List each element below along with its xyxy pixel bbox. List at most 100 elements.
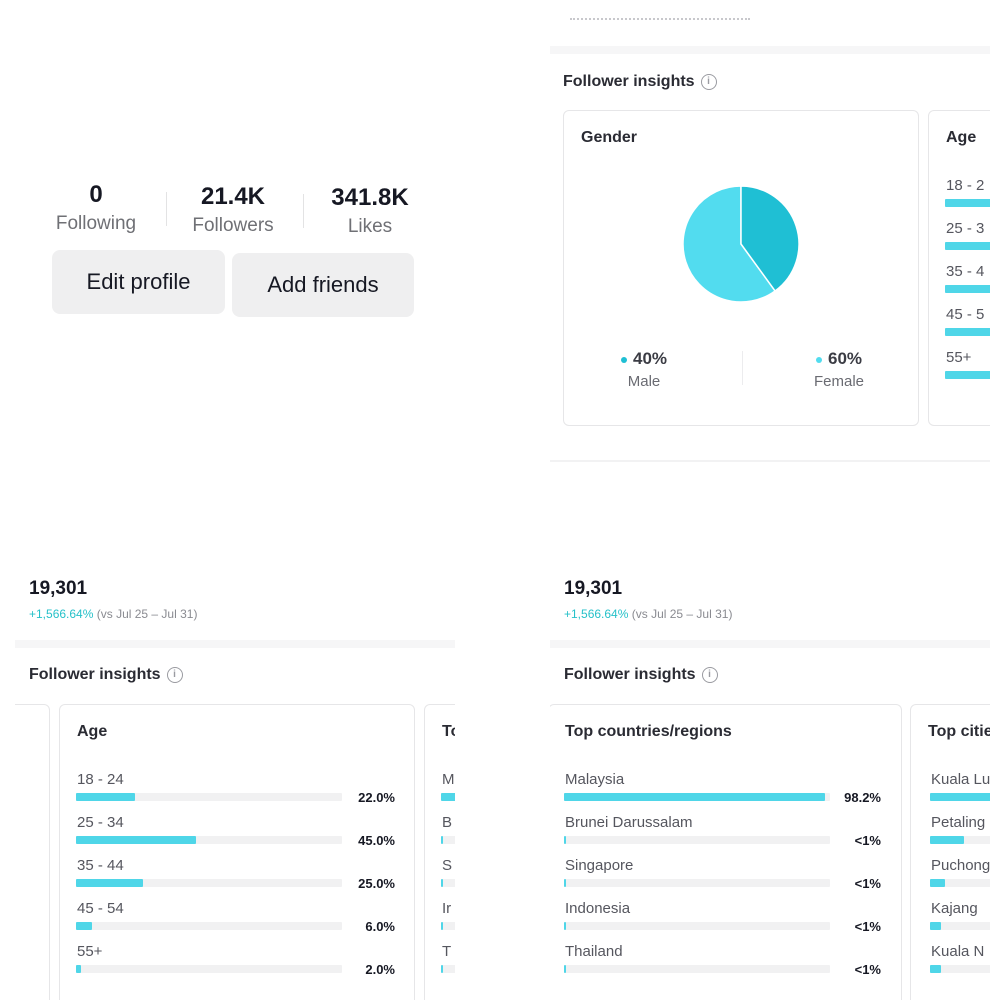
age-row-value: 2.0% (365, 962, 395, 977)
age-partial-row-bar-track (945, 371, 990, 379)
country-partial-row-label: M (442, 771, 455, 788)
change-value: +1,566.64% (29, 607, 94, 621)
age-partial-row-bar-fill (945, 328, 990, 336)
country-partial-row-bar-track (441, 793, 455, 801)
country-partial-row-bar-fill (441, 793, 455, 801)
female-slice (682, 185, 777, 303)
truncated-content (570, 18, 750, 22)
male-legend: 40% Male (589, 349, 699, 390)
male-value: 40% (632, 349, 668, 368)
country-partial-row-bar-fill (441, 965, 443, 973)
city-row-bar-track (930, 793, 990, 801)
age-row-bar-fill (76, 965, 81, 973)
country-row-value: <1% (854, 833, 881, 848)
city-row-bar-fill (930, 793, 990, 801)
age-row-label: 45 - 54 (77, 900, 124, 917)
following-stat[interactable]: 0 Following (36, 181, 156, 235)
country-row-bar-track (564, 793, 830, 801)
country-partial-row-label: T (442, 943, 452, 960)
city-row-label: Kuala Lu (931, 771, 990, 788)
country-row-value: <1% (854, 962, 881, 977)
age-partial-row-label: 55+ (946, 349, 972, 366)
gender-card-partial (15, 704, 50, 1000)
gender-pie-chart (682, 185, 800, 303)
country-partial-row-bar-fill (441, 879, 443, 887)
country-partial-row-bar-fill (441, 922, 443, 930)
insights-title: Follower insights (29, 666, 161, 683)
info-icon[interactable]: i (701, 667, 718, 683)
city-row-label: Puchong (931, 857, 990, 874)
followers-total: 19,301 (29, 578, 88, 599)
likes-stat[interactable]: 341.8K Likes (310, 184, 430, 238)
age-partial-row-label: 25 - 3 (946, 220, 985, 237)
stat-divider (303, 194, 304, 228)
legend-divider (742, 351, 743, 385)
insights-title: Follower insights (564, 666, 696, 683)
add-friends-button[interactable]: Add friends (232, 253, 414, 317)
age-row-bar-track (76, 965, 342, 973)
info-icon[interactable]: i (166, 667, 183, 683)
countries-card-partial: To M B S Ir T (424, 704, 455, 1000)
age-row-bar-track (76, 793, 342, 801)
country-row-bar-track (564, 922, 830, 930)
country-row-bar-fill (564, 836, 566, 844)
likes-label: Likes (347, 216, 393, 237)
country-partial-row-label: B (442, 814, 453, 831)
country-row-bar-track (564, 879, 830, 887)
city-row-label: Kajang (931, 900, 978, 917)
male-slice (740, 185, 800, 292)
country-row-bar-fill (564, 879, 566, 887)
age-title: Age (946, 129, 977, 146)
city-row-label: Petaling (931, 814, 986, 831)
country-partial-row-label: S (442, 857, 453, 874)
country-partial-row-bar-track (441, 965, 455, 973)
age-title: Age (77, 723, 108, 740)
age-partial-row-bar-fill (945, 285, 990, 293)
following-count: 0 (89, 181, 103, 208)
country-partial-row-bar-track (441, 879, 455, 887)
country-row-label: Indonesia (565, 900, 631, 917)
female-legend: 60% Female (784, 349, 894, 390)
age-partial-row-label: 35 - 4 (946, 263, 985, 280)
age-row-value: 45.0% (358, 833, 395, 848)
age-row-bar-fill (76, 879, 143, 887)
country-partial-row-bar-fill (441, 836, 443, 844)
edit-profile-button[interactable]: Edit profile (52, 250, 225, 314)
age-row-value: 22.0% (358, 790, 395, 805)
age-row-bar-fill (76, 836, 196, 844)
age-row-value: 6.0% (365, 919, 395, 934)
city-row-bar-fill (930, 836, 964, 844)
female-value: 60% (827, 349, 863, 368)
followers-total: 19,301 (564, 578, 623, 599)
city-row-bar-fill (930, 965, 941, 973)
section-divider (15, 640, 455, 648)
section-divider (550, 46, 990, 54)
country-row-bar-fill (564, 922, 566, 930)
country-row-value: <1% (854, 919, 881, 934)
change-value: +1,566.64% (564, 607, 629, 621)
city-row-bar-track (930, 879, 990, 887)
countries-title: Top countries/regions (565, 723, 732, 740)
followers-change: +1,566.64% (vs Jul 25 – Jul 31) (29, 607, 197, 621)
country-row-bar-track (564, 836, 830, 844)
section-divider (550, 640, 990, 648)
cities-card: Top citie Kuala Lu Petaling Puchong Kajang K… (910, 704, 990, 1000)
countries-card: Top countries/regions Malaysia 98.2% Brune… (550, 704, 902, 1000)
age-partial-row-bar-fill (945, 199, 990, 207)
section-divider (550, 460, 990, 462)
insights-title: Follower insights (563, 73, 695, 90)
info-icon[interactable]: i (700, 74, 717, 90)
country-row-value: <1% (854, 876, 881, 891)
country-partial-row-bar-track (441, 836, 455, 844)
age-insights-panel: 19,301 +1,566.64% (vs Jul 25 – Jul 31) F… (15, 560, 455, 1000)
stat-divider (166, 192, 167, 226)
age-partial-row-label: 18 - 2 (946, 177, 985, 194)
followers-stat[interactable]: 21.4K Followers (173, 183, 293, 237)
country-row-label: Brunei Darussalam (565, 814, 693, 831)
female-label: Female (813, 373, 865, 390)
change-compare: (vs Jul 25 – Jul 31) (96, 607, 198, 621)
country-row-bar-fill (564, 793, 825, 801)
male-dot (620, 356, 627, 363)
country-row-value: 98.2% (844, 790, 881, 805)
country-row-label: Thailand (565, 943, 623, 960)
